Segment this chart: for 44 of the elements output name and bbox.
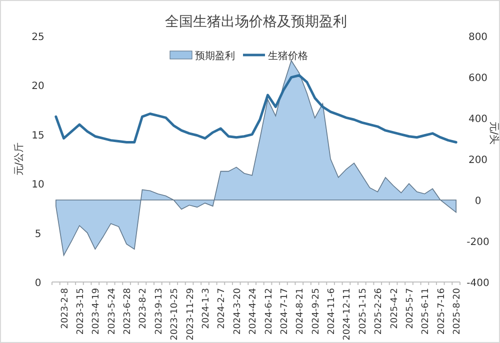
y-tick-label: 20 <box>32 81 44 92</box>
x-tick-label: 2024-7-17 <box>280 288 290 335</box>
x-tick-label: 2023-3-15 <box>76 288 86 335</box>
x-tick-label: 2025-4-2 <box>390 288 400 329</box>
x-tick-label: 2024-1-3 <box>202 288 212 329</box>
x-tick-label: 2025-2-26 <box>374 288 384 335</box>
x-tick-label: 2023-5-24 <box>107 288 118 335</box>
y2-axis-title: 元/头 <box>488 121 500 145</box>
y2-tick-label: 200 <box>468 155 488 166</box>
legend-label: 预期盈利 <box>195 50 235 62</box>
x-tick-label: 2024-8-21 <box>296 288 306 335</box>
y-axis-title: 元/公斤 <box>13 142 25 176</box>
x-tick-label: 2025-8-20 <box>452 288 463 335</box>
x-tick-label: 2023-4-19 <box>92 288 102 335</box>
x-tick-label: 2024-3-20 <box>232 288 243 335</box>
x-tick-label: 2023-8-2 <box>138 288 149 329</box>
chart-title: 全国生猪出场价格及预期盈利 <box>165 14 347 30</box>
x-tick-label: 2023-9-13 <box>154 288 164 335</box>
y2-tick-label: 0 <box>474 196 482 207</box>
y2-tick-label: -200 <box>466 237 490 248</box>
x-tick-label: 2025-7-16 <box>436 288 447 335</box>
y-tick-label: 15 <box>32 130 44 142</box>
legend-label: 生猪价格 <box>268 50 308 62</box>
x-tick-label: 2024-11-6 <box>327 288 338 335</box>
x-tick-label: 2024-6-12 <box>264 288 274 335</box>
y-tick-label: 25 <box>32 32 44 43</box>
y-tick-label: 0 <box>34 278 42 289</box>
y2-tick-label: 400 <box>468 114 488 125</box>
y-tick-label: 10 <box>32 180 44 191</box>
y-tick-label: 5 <box>34 228 42 240</box>
x-tick-label: 2024-2-7 <box>217 288 228 329</box>
x-tick-label: 2023-10-25 <box>170 288 180 340</box>
x-tick-label: 2024-4-24 <box>248 288 259 335</box>
x-tick-label: 2024-12-11 <box>342 288 353 340</box>
x-tick-label: 2023-2-8 <box>60 288 70 329</box>
y2-tick-label: 600 <box>468 73 488 84</box>
x-tick-label: 2023-11-29 <box>186 288 196 340</box>
x-tick-label: 2024-9-25 <box>311 288 322 335</box>
y2-tick-label: 800 <box>468 32 488 43</box>
x-tick-label: 2023-6-28 <box>123 288 134 335</box>
x-tick-label: 2025-6-11 <box>421 288 432 335</box>
x-tick-label: 2025-1-15 <box>358 288 368 335</box>
x-tick-label: 2025-5-7 <box>406 288 416 329</box>
y2-tick-label: -400 <box>466 278 490 289</box>
